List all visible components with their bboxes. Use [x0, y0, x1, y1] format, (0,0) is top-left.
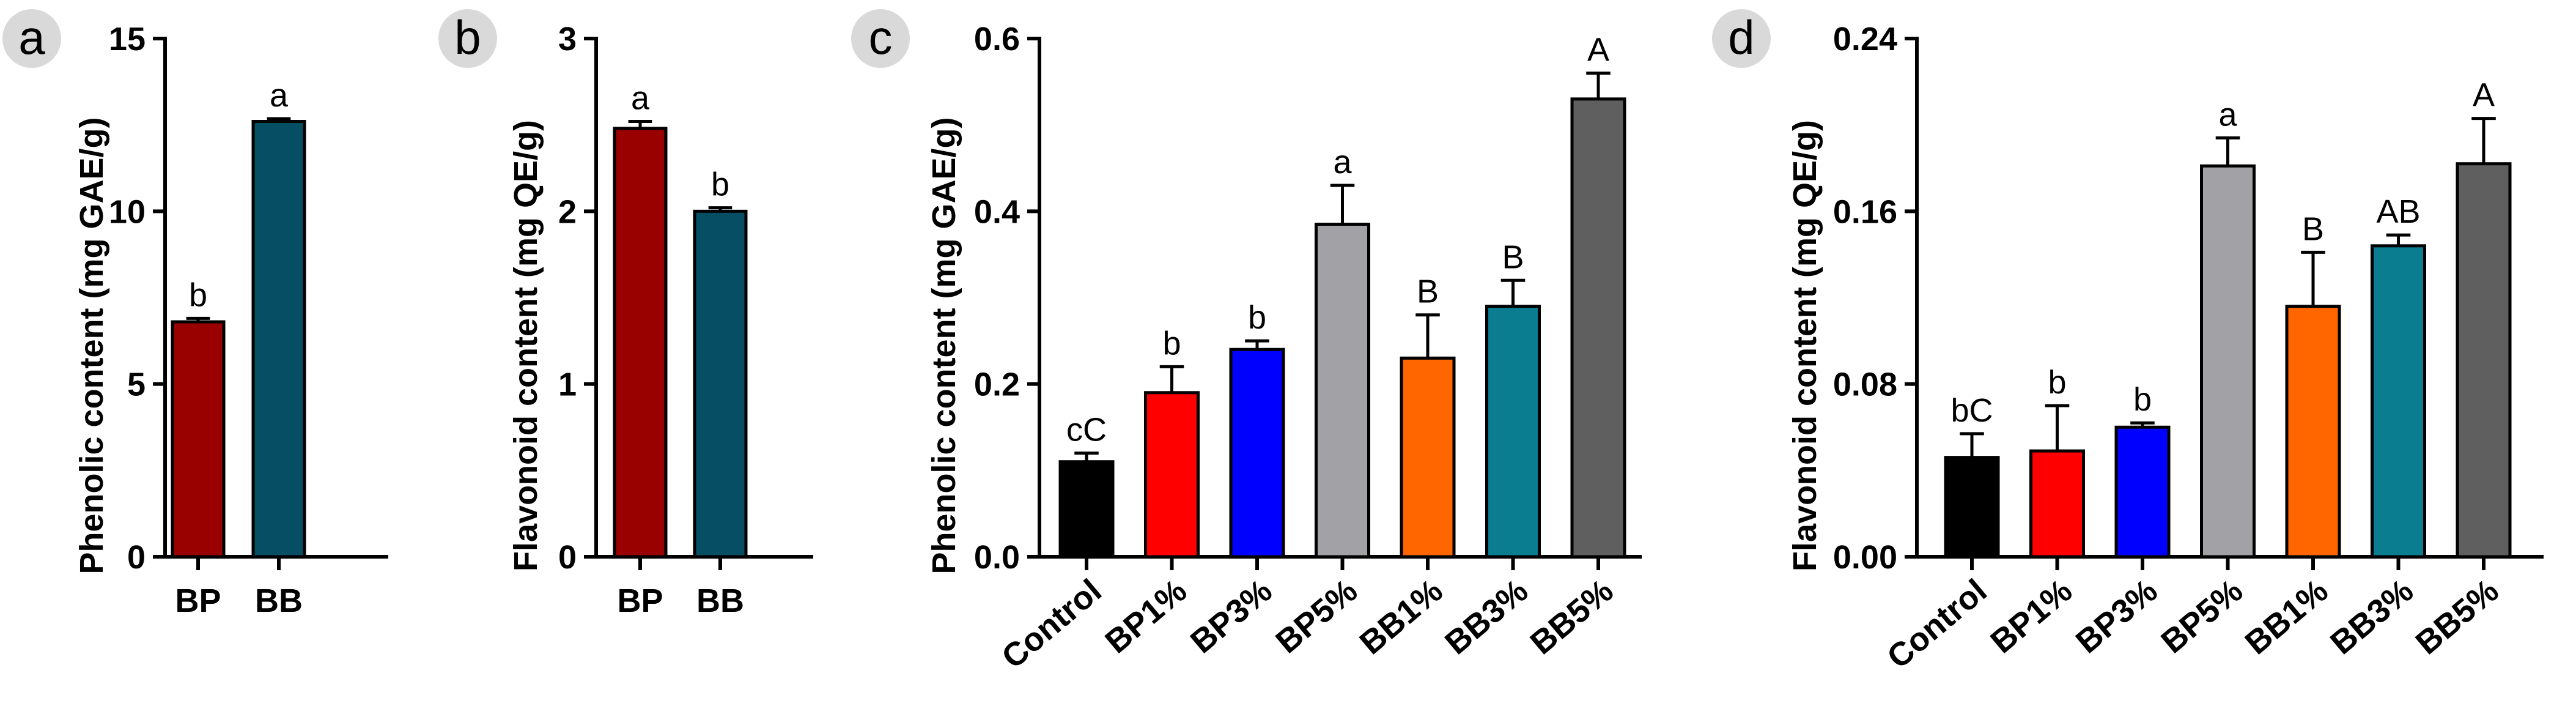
panel-c-badge: c — [851, 9, 910, 68]
panel-c-sig-label: B — [1417, 273, 1439, 310]
panel-a: a Phenolic content (mg GAE/g) 0 5 10 15 b BP a… — [2, 9, 388, 619]
panel-a-bar — [171, 320, 226, 559]
panel-d-ytick-label: 0.24 — [1833, 21, 1897, 58]
panel-d-xtick-label: BP1% — [1984, 572, 2079, 660]
panel-c-plot: 0.0 0.2 0.4 0.6 cC Control b BP1% b BP3% a BP5% B BB1… — [974, 21, 1642, 676]
panel-b-plot: 0 1 2 3 a BP b BB — [558, 21, 813, 619]
panel-a-plot: 0 5 10 15 b BP a BB — [109, 21, 388, 619]
panel-b-ytick-label: 2 — [558, 193, 577, 230]
panel-d-xtick-label: BB3% — [2323, 572, 2420, 661]
panel-a-ytick-label: 0 — [127, 539, 146, 576]
panel-c-xtick-label: BB1% — [1353, 572, 1450, 661]
panel-c-ytick-label: 0.6 — [974, 21, 1020, 58]
panel-c-ylabel: Phenolic content (mg GAE/g) — [926, 117, 962, 574]
panel-b-ytick-label: 0 — [558, 539, 577, 576]
panel-c-ytick-label: 0.0 — [974, 539, 1020, 576]
panel-b-bar — [613, 127, 668, 559]
panel-c-ytick-label: 0.4 — [974, 193, 1020, 230]
panel-b: b Flavonoid content (mg QE/g) 0 1 2 3 a BP b BB — [438, 9, 813, 619]
panel-d-bar — [2200, 164, 2256, 559]
panel-c-bar — [1058, 460, 1115, 559]
panel-c-xtick-label: BB5% — [1524, 572, 1620, 661]
panel-a-xtick-label: BP — [175, 582, 221, 619]
panel-c-sig-label: b — [1248, 299, 1266, 336]
panel-b-xtick-label: BP — [617, 582, 663, 619]
panel-c-xtick-label: Control — [995, 572, 1109, 675]
panel-a-ytick-label: 5 — [127, 366, 146, 403]
panel-d-bar — [2285, 305, 2341, 559]
panel-b-ytick-label: 1 — [558, 366, 577, 403]
panel-d-ylabel: Flavonoid content (mg QE/g) — [1787, 120, 1823, 571]
panel-d-xtick-label: BB1% — [2238, 572, 2335, 661]
panel-d-sig-label: a — [2218, 96, 2237, 133]
panel-a-ytick-label: 15 — [109, 21, 146, 58]
panel-d-letter: d — [1728, 10, 1754, 64]
panel-b-ytick-label: 3 — [558, 21, 577, 58]
panel-a-ylabel: Phenolic content (mg GAE/g) — [73, 117, 110, 574]
panel-c-sig-label: A — [1587, 31, 1609, 68]
panel-d-sig-label: bC — [1950, 392, 1993, 429]
panel-d-ytick-label: 0.16 — [1833, 193, 1897, 230]
panel-b-xtick-label: BB — [696, 582, 744, 619]
panel-d-xtick-label: BB5% — [2409, 572, 2506, 661]
panel-c-bar — [1144, 391, 1200, 559]
panel-d-ytick-label: 0.08 — [1833, 366, 1897, 403]
panel-c: c Phenolic content (mg GAE/g) 0.00.20.40… — [851, 9, 1642, 676]
panel-b-ylabel: Flavonoid content (mg QE/g) — [507, 120, 544, 571]
panel-b-bar — [693, 209, 748, 559]
panel-a-badge: a — [2, 9, 61, 68]
panel-d-bar — [1944, 456, 2000, 559]
panel-a-sig-label: b — [189, 277, 207, 313]
panel-c-sig-label: B — [1502, 239, 1524, 275]
panel-c-letter: c — [869, 10, 893, 64]
panel-d-xtick-label: BP3% — [2069, 572, 2165, 660]
panel-a-sig-label: a — [270, 77, 289, 114]
panel-c-xtick-label: BP3% — [1184, 572, 1279, 660]
panel-d-sig-label: B — [2302, 210, 2324, 247]
panel-d-xtick-label: Control — [1880, 572, 1994, 675]
panel-c-sig-label: cC — [1066, 412, 1107, 448]
panel-c-xtick-label: BP5% — [1269, 572, 1364, 660]
panel-d-sig-label: A — [2473, 77, 2495, 114]
panel-b-sig-label: a — [631, 80, 650, 117]
panel-a-xtick-label: BB — [255, 582, 303, 619]
panel-c-bar — [1485, 305, 1541, 559]
panel-c-sig-label: a — [1333, 144, 1352, 180]
panel-d-bar — [2029, 449, 2085, 559]
panel-c-bar — [1229, 348, 1285, 559]
panel-d-bar — [2456, 162, 2512, 559]
panel-b-sig-label: b — [711, 166, 729, 203]
panel-c-xtick-label: BP1% — [1098, 572, 1194, 660]
panel-d-sig-label: AB — [2376, 193, 2420, 230]
panel-a-letter: a — [18, 10, 45, 64]
panel-d-sig-label: b — [2133, 381, 2152, 418]
panel-b-badge: b — [438, 9, 497, 68]
panel-c-bar — [1570, 97, 1626, 559]
panel-d-xtick-label: BP5% — [2154, 572, 2249, 660]
panel-d-plot: 0.00 0.08 0.16 0.24 bC Control b BP1% b BP3% a BP5%… — [1833, 21, 2544, 676]
panel-b-letter: b — [454, 10, 481, 64]
panel-a-bar — [251, 120, 306, 559]
panel-d: d Flavonoid content (mg QE/g) 0.000.080.… — [1712, 9, 2544, 676]
panel-d-bar — [2114, 425, 2171, 559]
panel-d-ytick-label: 0.00 — [1833, 539, 1897, 576]
panel-d-badge: d — [1712, 9, 1771, 68]
panel-c-bar — [1400, 356, 1456, 559]
panel-d-sig-label: b — [2048, 364, 2066, 401]
panel-c-sig-label: b — [1162, 325, 1181, 362]
panel-c-xtick-label: BB3% — [1438, 572, 1535, 661]
panel-a-ytick-label: 10 — [109, 193, 146, 230]
panel-c-ytick-label: 0.2 — [974, 366, 1020, 403]
panel-c-bar — [1315, 223, 1370, 559]
panel-d-bar — [2371, 244, 2426, 559]
